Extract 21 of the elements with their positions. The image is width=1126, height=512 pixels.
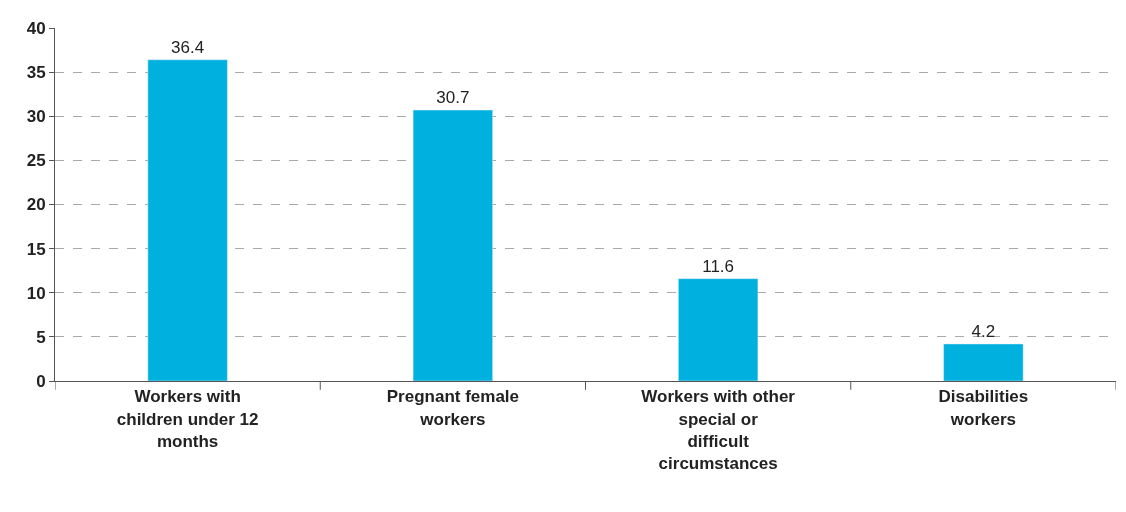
data-label: 30.7 [436, 88, 470, 108]
data-label: 11.6 [702, 256, 735, 276]
x-tick-label: Disabilities workers [938, 387, 1029, 429]
bar [678, 278, 759, 381]
x-tick-label: Workers with children under 12 months [116, 387, 259, 451]
y-tick-label: 30 [26, 107, 46, 127]
data-label: 4.2 [971, 321, 996, 341]
bar [943, 343, 1024, 381]
y-tick-label: 10 [26, 283, 46, 303]
bar [412, 109, 493, 381]
y-tick-label: 20 [26, 195, 46, 215]
y-tick-label: 0 [36, 371, 46, 391]
x-tick-label: Workers with other special or difficult circumstances [641, 387, 796, 473]
y-tick-label: 5 [36, 327, 46, 347]
y-tick-label: 15 [26, 239, 46, 259]
y-tick-label: 35 [26, 63, 46, 83]
y-tick-label: 25 [26, 151, 46, 171]
x-tick-label: Pregnant female workers [386, 387, 520, 429]
y-tick-label: 40 [26, 18, 46, 38]
bar [147, 59, 228, 381]
data-label: 36.4 [171, 37, 205, 57]
